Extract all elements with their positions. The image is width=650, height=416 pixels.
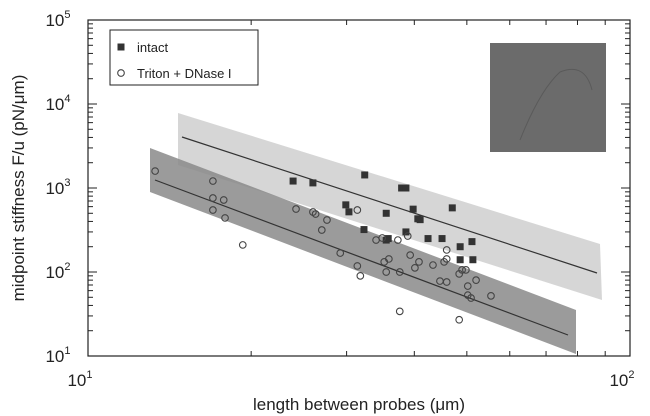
point bbox=[455, 315, 464, 324]
y-axis-title: midpoint stiffness F/u (pN/μm) bbox=[9, 75, 28, 302]
point bbox=[209, 177, 217, 185]
point bbox=[356, 271, 365, 280]
triton-fit bbox=[154, 179, 569, 336]
y-tick-base: 10 bbox=[45, 11, 64, 30]
point bbox=[467, 294, 475, 302]
point bbox=[289, 177, 297, 185]
point bbox=[416, 216, 424, 224]
point bbox=[353, 262, 362, 270]
x-tick-base: 10 bbox=[67, 371, 86, 390]
point bbox=[411, 264, 419, 272]
y-tick-label: 104 bbox=[45, 93, 70, 114]
point bbox=[409, 205, 417, 213]
point bbox=[442, 278, 451, 286]
point bbox=[361, 171, 369, 179]
point bbox=[395, 268, 404, 276]
y-tick-exponent: 1 bbox=[64, 345, 70, 357]
y-tick-exponent: 5 bbox=[64, 9, 70, 21]
point bbox=[151, 167, 159, 175]
point bbox=[462, 266, 470, 274]
point bbox=[209, 206, 217, 214]
inset-image bbox=[490, 43, 606, 152]
inset-cell bbox=[519, 68, 593, 141]
x-axis-title: length between probes (μm) bbox=[253, 395, 465, 414]
legend-label: Triton + DNase I bbox=[137, 66, 232, 81]
point bbox=[292, 205, 300, 213]
y-tick-label: 103 bbox=[45, 177, 70, 198]
triton-band bbox=[150, 148, 576, 354]
point bbox=[429, 261, 437, 269]
y-tick-base: 10 bbox=[45, 347, 64, 366]
point bbox=[395, 307, 404, 316]
y-tick-exponent: 2 bbox=[64, 261, 70, 273]
point bbox=[209, 194, 217, 202]
intact-fit bbox=[181, 136, 598, 274]
y-tick-exponent: 3 bbox=[64, 177, 70, 189]
point bbox=[342, 201, 350, 209]
point bbox=[438, 235, 446, 243]
point bbox=[403, 232, 412, 240]
x-tick-label: 101 bbox=[67, 369, 92, 390]
point bbox=[311, 210, 320, 218]
y-tick-label: 102 bbox=[45, 261, 70, 282]
point bbox=[458, 266, 466, 274]
point bbox=[221, 214, 229, 222]
point bbox=[382, 209, 390, 217]
point bbox=[378, 234, 387, 242]
x-tick-label: 102 bbox=[609, 369, 634, 390]
point bbox=[353, 206, 362, 214]
y-tick-base: 10 bbox=[45, 95, 64, 114]
legend: intact Triton + DNase I bbox=[109, 29, 259, 86]
point bbox=[448, 204, 456, 212]
point bbox=[442, 246, 451, 254]
point bbox=[402, 228, 410, 236]
x-tick-base: 10 bbox=[609, 371, 628, 390]
point bbox=[456, 256, 464, 264]
point bbox=[382, 268, 391, 276]
y-tick-label: 105 bbox=[45, 9, 70, 30]
y-tick-label: 101 bbox=[45, 345, 70, 366]
point bbox=[385, 255, 393, 263]
point bbox=[238, 241, 247, 249]
point bbox=[463, 282, 472, 290]
point bbox=[398, 184, 406, 192]
point bbox=[469, 256, 477, 264]
point bbox=[345, 208, 353, 216]
point bbox=[317, 226, 326, 234]
legend-box bbox=[109, 29, 259, 86]
point bbox=[394, 236, 402, 244]
point bbox=[309, 179, 317, 187]
point bbox=[336, 249, 345, 257]
y-tick-base: 10 bbox=[45, 263, 64, 282]
point bbox=[442, 255, 451, 263]
point bbox=[468, 238, 476, 246]
x-tick-exponent: 1 bbox=[86, 369, 92, 381]
intact-band bbox=[178, 113, 602, 300]
point bbox=[424, 235, 432, 243]
point bbox=[219, 196, 228, 204]
point bbox=[487, 292, 495, 300]
point bbox=[472, 276, 480, 284]
point bbox=[323, 216, 331, 224]
legend-marker bbox=[117, 43, 125, 51]
point bbox=[384, 235, 392, 243]
y-tick-base: 10 bbox=[45, 179, 64, 198]
legend-label: intact bbox=[137, 40, 168, 55]
point bbox=[402, 184, 410, 192]
point bbox=[456, 243, 464, 251]
point bbox=[406, 251, 415, 259]
legend-marker bbox=[117, 69, 125, 77]
x-tick-exponent: 2 bbox=[628, 369, 634, 381]
y-tick-exponent: 4 bbox=[64, 93, 70, 105]
point bbox=[415, 258, 423, 266]
point bbox=[360, 226, 368, 234]
